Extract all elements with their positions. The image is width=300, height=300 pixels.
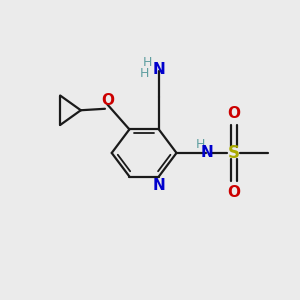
Text: N: N xyxy=(201,146,214,160)
Text: O: O xyxy=(101,93,114,108)
Text: N: N xyxy=(152,178,165,193)
Text: O: O xyxy=(227,106,240,121)
Text: S: S xyxy=(228,144,240,162)
Text: O: O xyxy=(227,184,240,200)
Text: H: H xyxy=(143,56,152,69)
Text: H: H xyxy=(196,138,205,151)
Text: N: N xyxy=(152,61,165,76)
Text: H: H xyxy=(140,67,149,80)
